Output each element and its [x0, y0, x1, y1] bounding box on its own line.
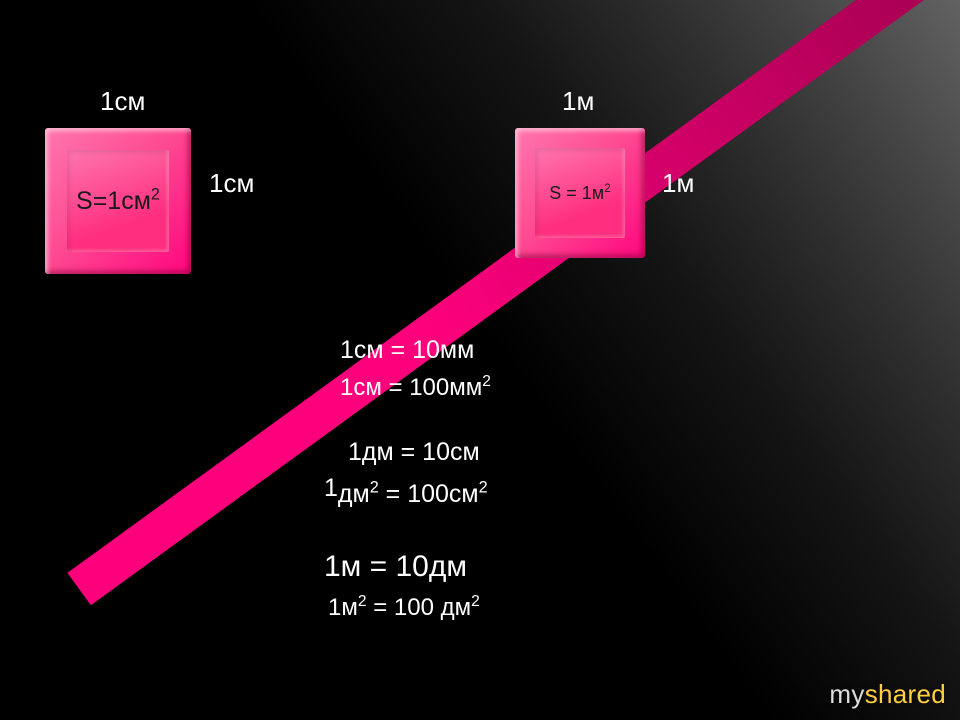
equation-line: 1м2 = 100 дм2 [328, 594, 480, 622]
square-cm-inner: S=1см2 [67, 150, 169, 252]
equation-line: 1см = 100мм2 [340, 374, 491, 402]
equation-line: 1дм = 10см [348, 438, 480, 467]
square-cm-top-label: 1см [100, 86, 145, 117]
square-m: S = 1м2 [515, 128, 645, 258]
square-m-side-label: 1м [662, 168, 694, 199]
square-m-formula: S = 1м2 [549, 183, 610, 204]
square-m-outer: S = 1м2 [515, 128, 645, 258]
square-cm-outer: S=1см2 [45, 128, 191, 274]
equation-line: 1м = 10дм [324, 550, 467, 584]
square-m-top-label: 1м [562, 86, 594, 117]
equation-line: 1см = 10мм [340, 336, 474, 365]
watermark: myshared [829, 679, 946, 710]
square-cm-formula: S=1см2 [76, 187, 160, 216]
square-m-inner: S = 1м2 [535, 148, 625, 238]
equation-line: 1дм2 = 100см2 [324, 480, 488, 509]
square-cm: S=1см2 [45, 128, 191, 274]
square-cm-side-label: 1см [209, 168, 254, 199]
